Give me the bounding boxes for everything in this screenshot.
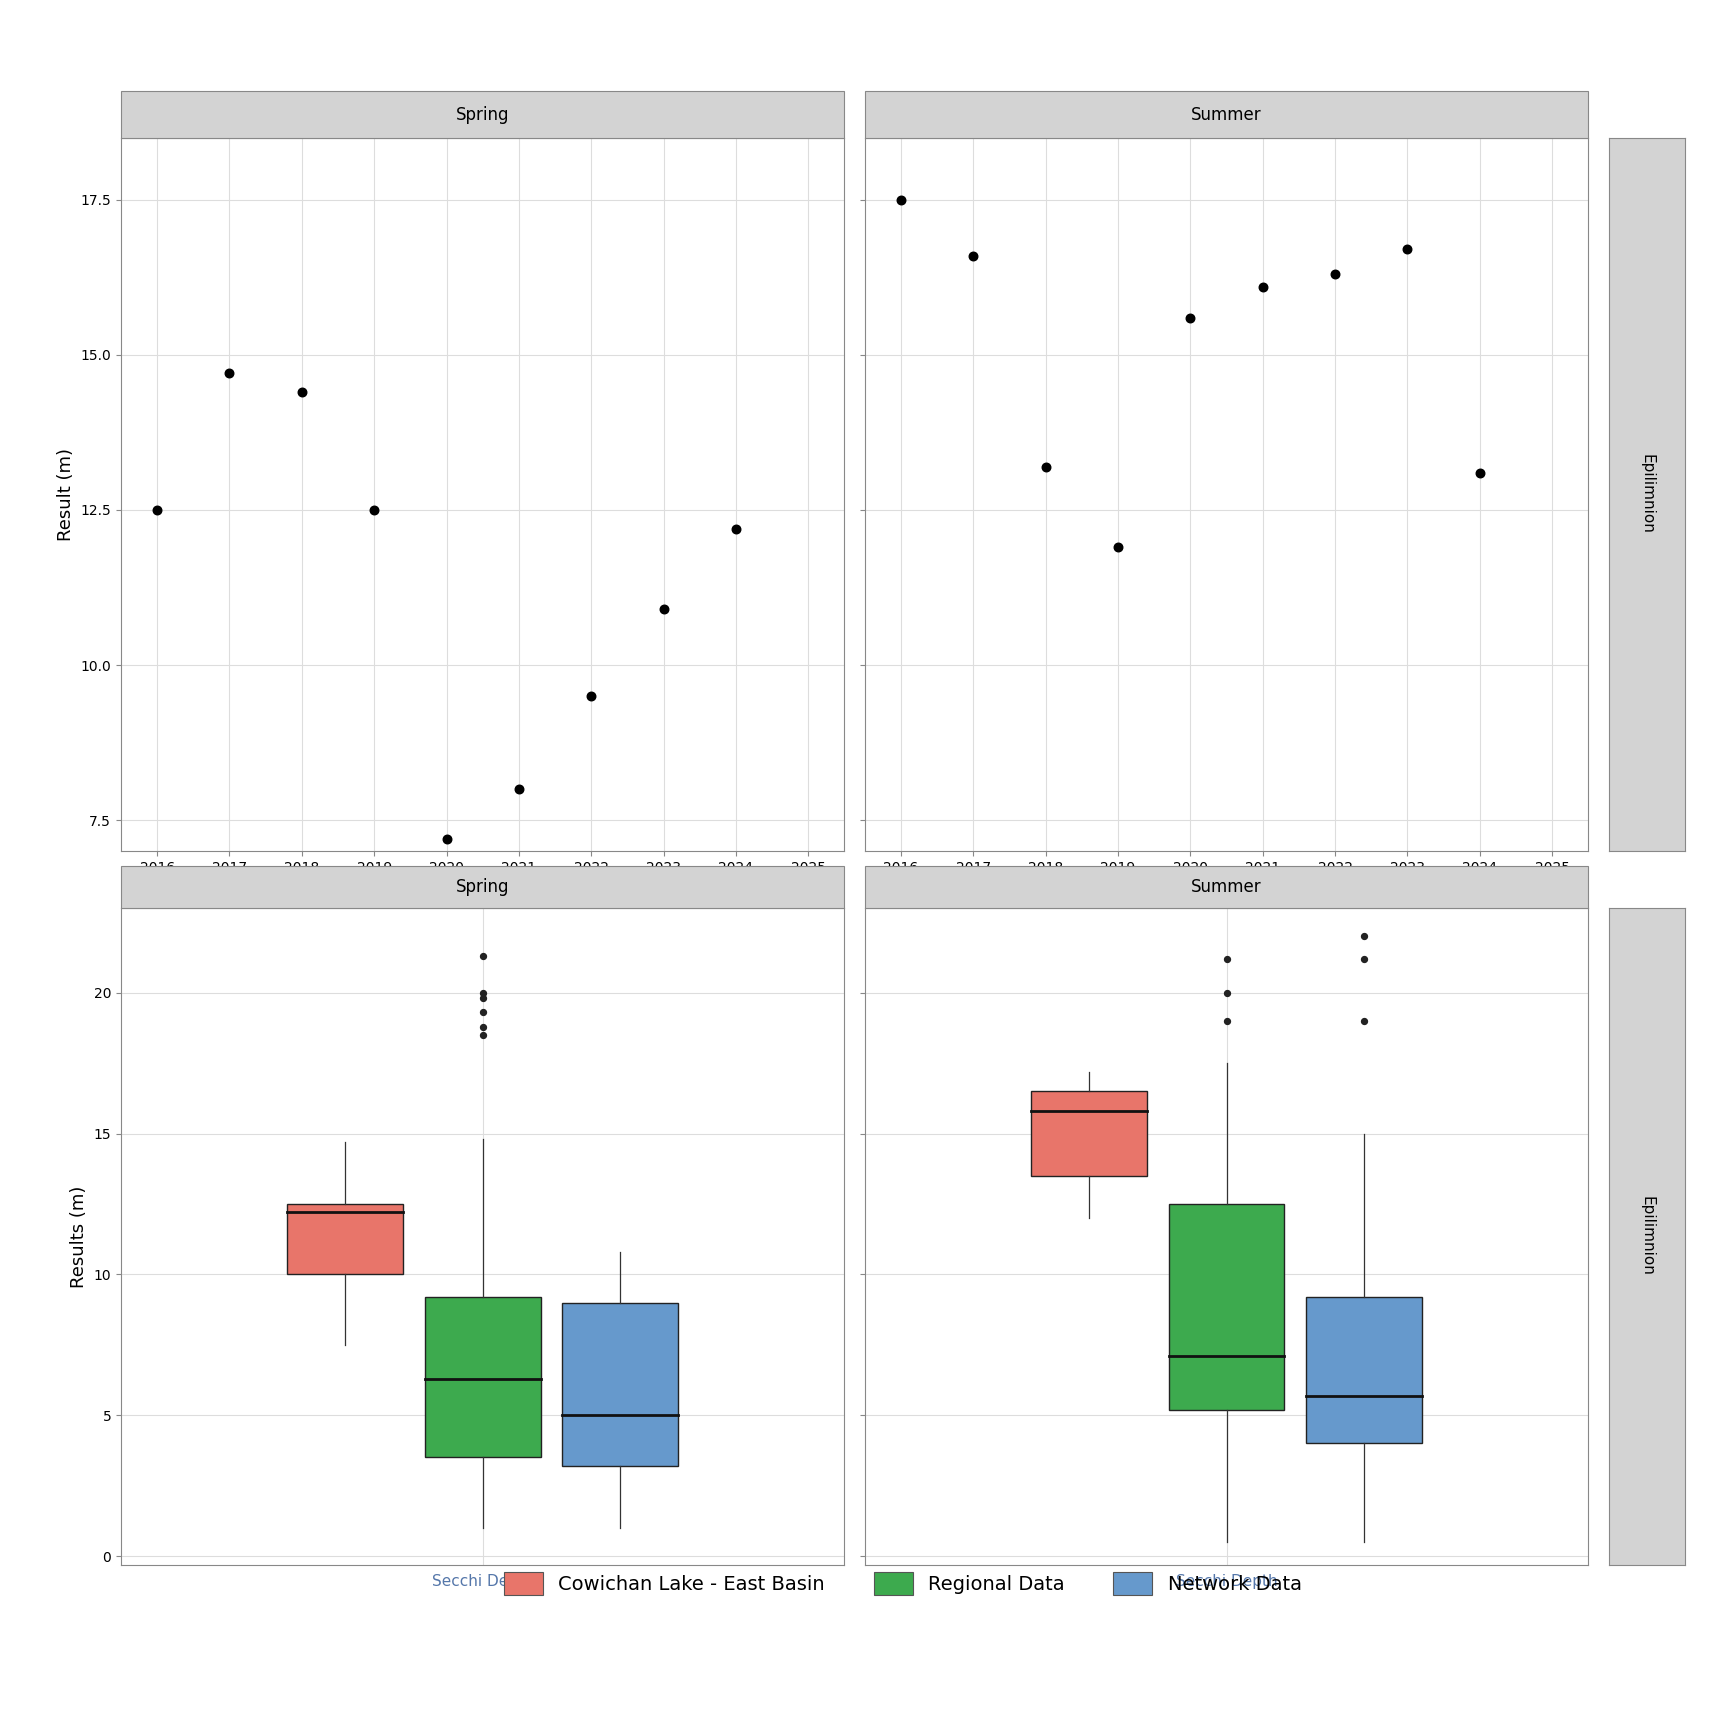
Text: Summer: Summer (1191, 105, 1261, 124)
Bar (425, 1298, 541, 1457)
Point (959, 242, 987, 270)
Point (1350, 1007, 1377, 1035)
Point (505, 776, 532, 804)
Point (361, 496, 389, 524)
Point (1393, 235, 1420, 263)
Point (1350, 923, 1377, 950)
Point (1213, 978, 1241, 1006)
Point (1350, 945, 1377, 973)
Text: Spring: Spring (456, 105, 510, 124)
Point (1322, 261, 1350, 289)
Point (722, 515, 750, 543)
Point (577, 683, 605, 710)
Point (886, 187, 914, 214)
Point (1213, 945, 1241, 973)
Bar (562, 1303, 677, 1465)
Point (289, 378, 316, 406)
Text: Summer: Summer (1191, 878, 1261, 895)
Point (143, 496, 171, 524)
Point (1465, 460, 1493, 487)
Bar (1306, 1298, 1422, 1443)
Point (1213, 1007, 1241, 1035)
Point (1032, 453, 1059, 480)
FancyBboxPatch shape (864, 866, 1588, 909)
Text: Spring: Spring (456, 878, 510, 895)
FancyBboxPatch shape (121, 866, 845, 909)
Legend: Cowichan Lake - East Basin, Regional Data, Network Data: Cowichan Lake - East Basin, Regional Dat… (496, 1564, 1310, 1602)
Point (468, 1021, 496, 1049)
Text: Secchi Depth: Secchi Depth (121, 109, 346, 138)
Y-axis label: Results (m): Results (m) (71, 1185, 88, 1287)
Point (216, 359, 244, 387)
Bar (287, 1204, 403, 1274)
Text: Comparison with Network Data: Comparison with Network Data (121, 876, 657, 905)
FancyBboxPatch shape (864, 92, 1588, 138)
Point (468, 999, 496, 1026)
Point (468, 1013, 496, 1040)
Text: Epilimnion: Epilimnion (1640, 1196, 1654, 1277)
Text: Epilimnion: Epilimnion (1640, 454, 1654, 534)
Point (1104, 534, 1132, 562)
Y-axis label: Result (m): Result (m) (57, 448, 74, 541)
Point (1249, 273, 1277, 301)
Bar (1032, 1092, 1147, 1175)
Point (432, 824, 460, 852)
Point (468, 978, 496, 1006)
Point (650, 596, 677, 624)
Bar (1168, 1204, 1284, 1410)
Point (1177, 304, 1204, 332)
FancyBboxPatch shape (121, 92, 845, 138)
Point (468, 985, 496, 1013)
Point (468, 942, 496, 969)
